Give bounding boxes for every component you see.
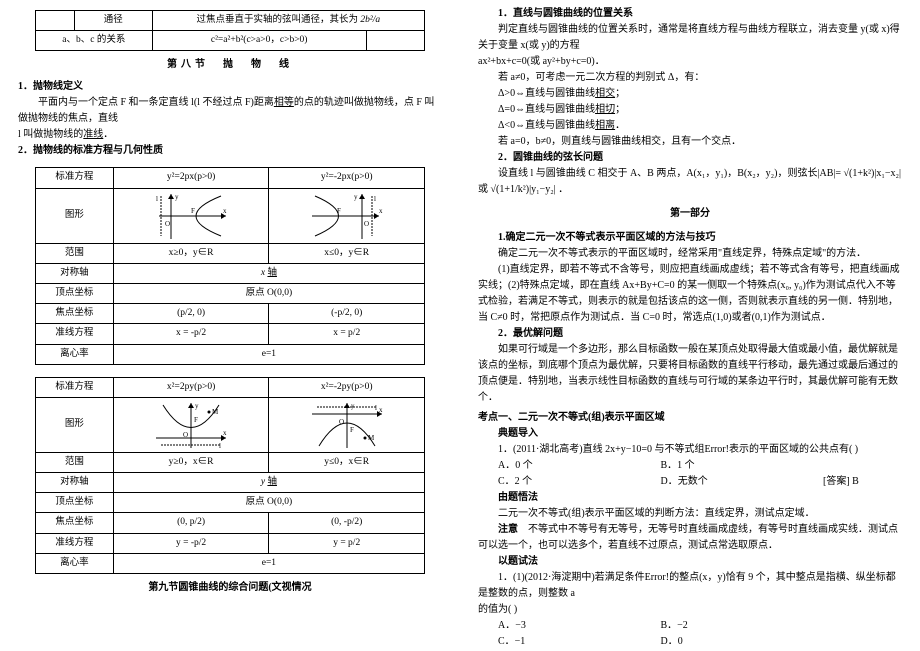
s2-p1: 如果可行域是一个多边形，那么目标函数一般在某顶点处取得最大值或最小值，最优解就是… xyxy=(478,342,902,406)
ex-title: 典题导入 xyxy=(478,426,902,442)
q2: 1．(1)(2012·海淀期中)若满足条件Error!的整点(x，y)恰有 9 … xyxy=(478,570,902,602)
answer-val: B xyxy=(852,476,859,487)
wf-p1: 二元一次不等式(组)表示平面区域的判断方法：直线定界，测试点定域． xyxy=(478,506,902,522)
svg-text:x: x xyxy=(223,429,227,437)
s1-p2: (1)直线定界，即若不等式不含等号，则应把直线画成虚线；若不等式含有等号，把直线… xyxy=(478,262,902,326)
row-graph: 图形 xyxy=(35,188,113,243)
right-column: 1．直线与圆锥曲线的位置关系 判定直线与圆锥曲线的位置关系时，通常是将直线方程与… xyxy=(460,0,920,651)
r-h1: 1．直线与圆锥曲线的位置关系 xyxy=(478,6,902,22)
row-focus: 焦点坐标 xyxy=(35,304,113,324)
para-def: 平面内与一个定点 F 和一条定直线 l(l 不经过点 F)距离相等的点的轨迹叫做… xyxy=(18,95,442,127)
svg-text:O: O xyxy=(339,418,344,426)
svg-text:l: l xyxy=(219,442,221,450)
section-9-title: 第九节圆锥曲线的综合问题(文视情况 xyxy=(18,580,442,596)
row-vertex: 顶点坐标 xyxy=(35,283,113,303)
answer-label: [答案] xyxy=(823,476,850,487)
q2-opts-row2: C．−1 D．0 xyxy=(498,634,902,650)
s1-title: 1.确定二元一次不等式表示平面区域的方法与技巧 xyxy=(478,230,902,246)
q2-tail: 的值为( ) xyxy=(478,602,902,618)
para-def-2: l 叫做抛物线的准线． xyxy=(18,127,442,143)
svg-text:O: O xyxy=(165,220,170,228)
svg-text:l: l xyxy=(374,195,376,203)
section-8-title: 第八节 抛 物 线 xyxy=(18,57,442,73)
svg-text:O: O xyxy=(364,220,369,228)
cell-abc-eq: c²=a²+b²(c>a>0，c>b>0) xyxy=(152,31,366,51)
parabola-table-1: 标准方程 y²=2px(p>0) y²=-2px(p>0) 图形 Ox y Fl xyxy=(35,167,425,364)
row-range: 范围 xyxy=(35,243,113,263)
svg-text:y: y xyxy=(195,402,199,410)
r-p1eq: ax²+bx+c=0(或 ay²+by+c=0)． xyxy=(478,54,902,70)
r-p6: 若 a=0，b≠0，则直线与圆锥曲线相交，且有一个交点． xyxy=(478,134,902,150)
parabola-table-2: 标准方程 x²=2py(p>0) x²=-2py(p>0) 图形 Oxy Fl … xyxy=(35,377,425,574)
q1-opts-row2: C．2 个 D．无数个 [答案] B xyxy=(498,474,902,490)
svg-text:F: F xyxy=(194,416,198,424)
row-axis: 对称轴 xyxy=(35,263,113,283)
q1: 1．(2011·湖北高考)直线 2x+y−10=0 与不等式组Error!表示的… xyxy=(478,442,902,458)
part1-title: 第一部分 xyxy=(478,206,902,222)
r-h2: 2．圆锥曲线的弦长问题 xyxy=(478,150,902,166)
q1-opts-row1: A．0 个 B．1 个 xyxy=(498,458,902,474)
s2-title: 2．最优解问题 xyxy=(478,326,902,342)
svg-text:O: O xyxy=(183,431,188,439)
row-stdeq: 标准方程 xyxy=(35,168,113,188)
row-directrix: 准线方程 xyxy=(35,324,113,344)
cell-tongjing-desc: 过焦点垂直于实轴的弦叫通径，其长为 2b²/a xyxy=(152,11,424,31)
svg-text:M: M xyxy=(212,408,219,416)
graph-1a: Ox y Fl xyxy=(113,188,269,243)
r-p1: 判定直线与圆锥曲线的位置关系时，通常是将直线方程与曲线方程联立，消去变量 y(或… xyxy=(478,22,902,54)
eq1b: y²=-2px(p>0) xyxy=(269,168,425,188)
graph-2a: Ox y Fl M xyxy=(113,397,269,452)
r-p3: Δ>0⇔直线与圆锥曲线相交； xyxy=(478,86,902,102)
cell-tongjing: 通径 xyxy=(74,11,152,31)
svg-text:x: x xyxy=(223,207,227,215)
r-p7: 设直线 l 与圆锥曲线 C 相交于 A、B 两点，A(x₁，y₁)，B(x₂，y… xyxy=(478,166,902,198)
kd-title: 考点一、二元一次不等式(组)表示平面区域 xyxy=(478,410,902,426)
q2-opts-row1: A．−3 B．−2 xyxy=(498,618,902,634)
heading-std: 2．抛物线的标准方程与几何性质 xyxy=(18,143,442,159)
svg-text:F: F xyxy=(191,207,195,215)
svg-text:x: x xyxy=(379,406,383,414)
s1-p1: 确定二元一次不等式表示的平面区域时，经常采用"直线定界，特殊点定域"的方法． xyxy=(478,246,902,262)
graph-2b: Ox y Fl M xyxy=(269,397,425,452)
svg-text:y: y xyxy=(175,193,179,201)
svg-text:x: x xyxy=(379,207,383,215)
r-p4: Δ=0⇔直线与圆锥曲线相切； xyxy=(478,102,902,118)
left-column: 通径 过焦点垂直于实轴的弦叫通径，其长为 2b²/a a、b、c 的关系 c²=… xyxy=(0,0,460,651)
r-p2: 若 a≠0，可考虑一元二次方程的判别式 Δ，有： xyxy=(478,70,902,86)
top-small-table: 通径 过焦点垂直于实轴的弦叫通径，其长为 2b²/a a、b、c 的关系 c²=… xyxy=(35,10,425,51)
eq1a: y²=2px(p>0) xyxy=(113,168,269,188)
svg-text:F: F xyxy=(337,207,341,215)
yt-title: 以题试法 xyxy=(478,554,902,570)
wf-p2: 注意 不等式中不等号有无等号，无等号时直线画成虚线，有等号时直线画成实线．测试点… xyxy=(478,522,902,554)
svg-text:F: F xyxy=(350,426,354,434)
svg-text:l: l xyxy=(156,195,158,203)
svg-text:y: y xyxy=(354,193,358,201)
wf-title: 由题悟法 xyxy=(478,490,902,506)
row-ecc: 离心率 xyxy=(35,344,113,364)
heading-def: 1．抛物线定义 xyxy=(18,79,442,95)
cell-abc-rel: a、b、c 的关系 xyxy=(35,31,152,51)
graph-1b: Ox y Fl xyxy=(269,188,425,243)
svg-text:y: y xyxy=(351,402,355,410)
svg-text:M: M xyxy=(368,434,375,442)
r-p5: Δ<0⇔直线与圆锥曲线相离． xyxy=(478,118,902,134)
svg-text:l: l xyxy=(375,404,377,412)
